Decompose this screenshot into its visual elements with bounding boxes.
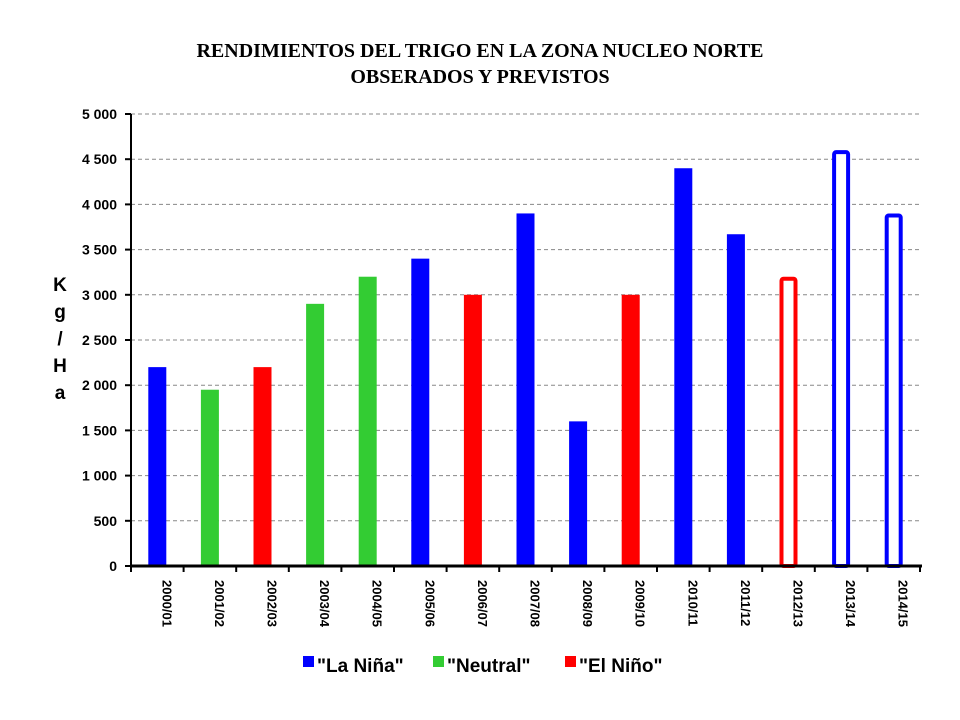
x-tick-label: 2012/13 — [791, 580, 806, 627]
legend: "La Niña" "Neutral" "El Niño" — [303, 656, 662, 677]
x-tick-label: 2000/01 — [159, 580, 174, 627]
legend-swatch — [565, 656, 576, 667]
y-axis-ticks: 0 500 1 000 1 500 2 000 2 500 3 000 3 500 4 000 4… — [82, 106, 131, 574]
x-tick-label: 2001/02 — [212, 580, 227, 627]
y-axis-label-char: / — [57, 329, 63, 350]
x-tick-label: 2010/11 — [685, 580, 700, 626]
y-tick-label: 2 000 — [82, 377, 117, 393]
y-axis-label-char: g — [54, 302, 66, 323]
bar — [306, 303, 325, 566]
x-axis-ticks: 2000/01 2001/02 2002/03 2003/04 2004/05 2005/… — [130, 566, 921, 628]
y-tick-label: 3 500 — [82, 242, 117, 258]
bar — [358, 276, 377, 566]
x-tick-label: 2008/09 — [580, 580, 595, 627]
y-tick-label: 4 000 — [82, 196, 117, 212]
legend-label: "La Niña" — [317, 656, 404, 677]
legend-swatch — [303, 656, 314, 667]
y-axis-label-char: H — [53, 356, 67, 377]
legend-swatch — [433, 656, 444, 667]
x-tick-label: 2006/07 — [475, 580, 490, 627]
bar — [253, 367, 272, 566]
legend-label: "Neutral" — [447, 656, 530, 677]
x-tick-label: 2003/04 — [317, 580, 332, 628]
y-tick-label: 500 — [94, 513, 118, 529]
bar — [148, 367, 167, 566]
bar — [674, 168, 693, 567]
y-tick-label: 5 000 — [82, 106, 117, 122]
bars — [148, 150, 903, 568]
x-tick-label: 2005/06 — [422, 580, 437, 627]
x-tick-label: 2011/12 — [738, 580, 753, 626]
chart-title-line-1: RENDIMIENTOS DEL TRIGO EN LA ZONA NUCLEO… — [196, 40, 764, 62]
y-axis-label-char: a — [55, 383, 66, 404]
x-tick-label: 2009/10 — [633, 580, 648, 627]
bar-forecast — [884, 213, 903, 568]
x-tick-label: 2002/03 — [265, 580, 280, 627]
bar — [200, 389, 219, 566]
bar-forecast — [779, 276, 798, 568]
x-tick-label: 2014/15 — [896, 580, 911, 627]
axes — [130, 114, 922, 568]
y-tick-label: 1 000 — [82, 468, 117, 484]
y-axis-label: Kg / Ha — [53, 275, 67, 404]
legend-label: "El Niño" — [579, 656, 662, 677]
y-tick-label: 3 000 — [82, 287, 117, 303]
x-tick-label: 2013/14 — [843, 580, 858, 628]
bar-forecast — [832, 150, 851, 568]
y-tick-label: 0 — [109, 558, 117, 574]
x-tick-label: 2004/05 — [370, 580, 385, 627]
x-tick-label: 2007/08 — [528, 580, 543, 627]
bar — [411, 258, 430, 566]
bar — [569, 421, 588, 566]
chart-title: RENDIMIENTOS DEL TRIGO EN LA ZONA NUCLEO… — [80, 38, 880, 90]
bar — [726, 234, 745, 566]
y-axis-label-char: K — [53, 275, 67, 296]
bar — [516, 213, 535, 566]
bar — [463, 294, 482, 566]
chart-title-line-2: OBSERADOS Y PREVISTOS — [350, 66, 610, 88]
y-tick-label: 1 500 — [82, 422, 117, 438]
y-tick-label: 2 500 — [82, 332, 117, 348]
bar — [621, 294, 640, 566]
y-tick-label: 4 500 — [82, 151, 117, 167]
